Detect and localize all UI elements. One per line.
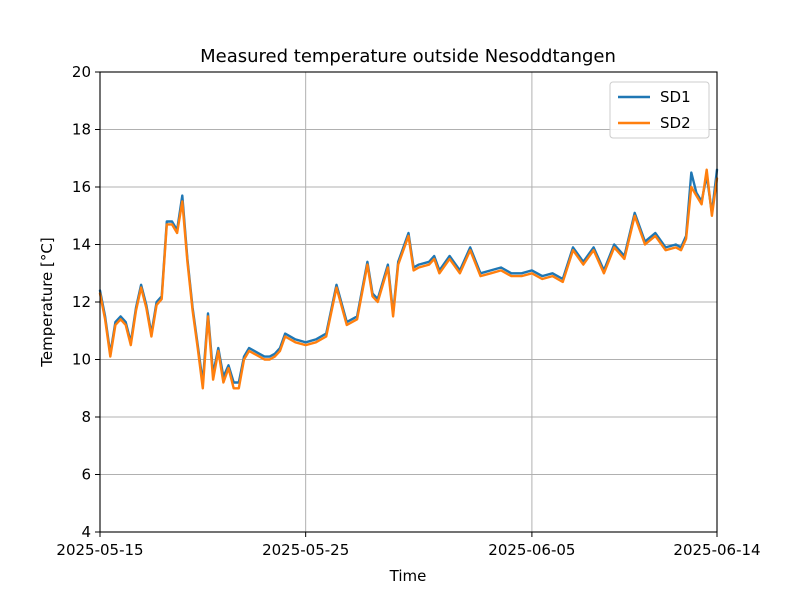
y-axis-label: Temperature [°C] <box>38 237 56 367</box>
series-layer <box>98 168 719 390</box>
y-tick-label: 4 <box>81 523 91 541</box>
x-tick-label: 2025-06-05 <box>488 541 575 559</box>
chart-title: Measured temperature outside Nesoddtange… <box>200 46 616 67</box>
x-axis-label: Time <box>389 567 427 585</box>
legend-label-sd1: SD1 <box>660 88 691 106</box>
x-tick-label: 2025-05-15 <box>56 541 143 559</box>
y-tick-label: 16 <box>72 178 91 196</box>
y-tick-label: 8 <box>81 408 91 426</box>
y-tick-label: 6 <box>81 466 91 484</box>
y-tick-label: 12 <box>72 293 91 311</box>
axis-ticks: 4 6 8 10 12 14 16 18 20 2025-05-15 2025-05-25 2025-… <box>56 63 760 559</box>
x-tick-label: 2025-06-14 <box>673 541 760 559</box>
y-tick-label: 18 <box>72 121 91 139</box>
series-line-sd2 <box>98 168 719 390</box>
y-tick-label: 20 <box>72 63 91 81</box>
legend-label-sd2: SD2 <box>660 114 691 132</box>
y-tick-label: 14 <box>72 236 91 254</box>
x-tick-label: 2025-05-25 <box>262 541 349 559</box>
legend: SD1 SD2 <box>609 81 710 139</box>
y-tick-label: 10 <box>72 351 91 369</box>
